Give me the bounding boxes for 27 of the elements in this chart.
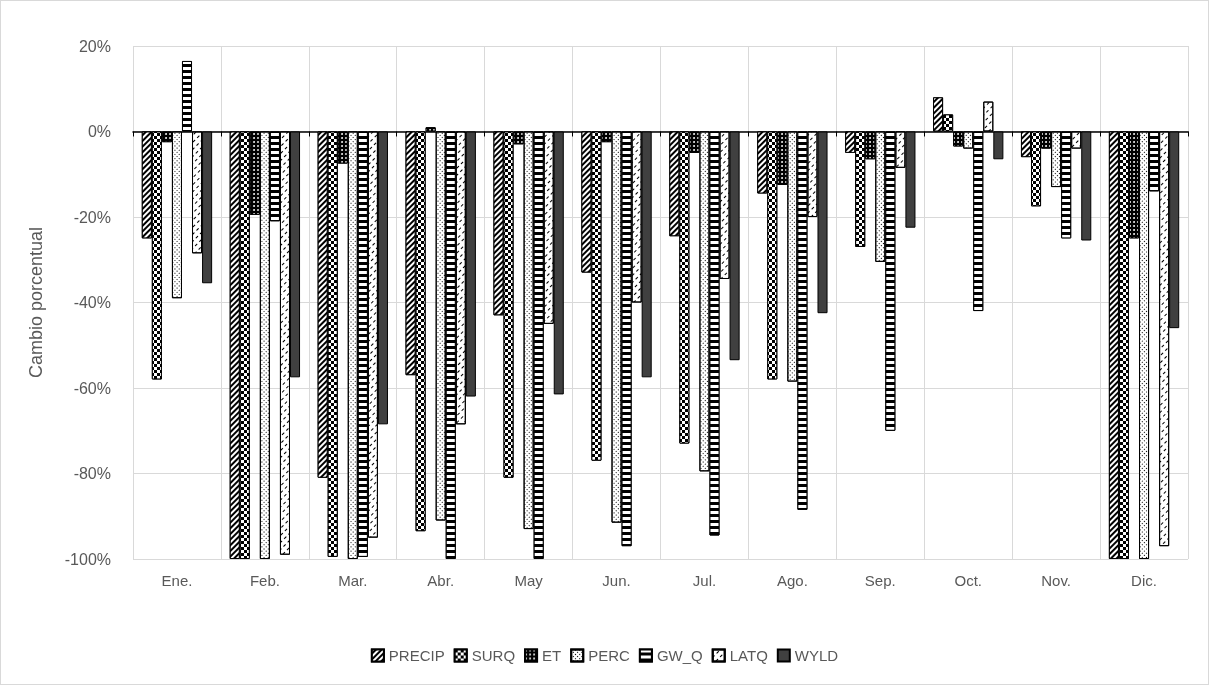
y-tick-label: -60% xyxy=(73,379,111,397)
legend-label: PERC xyxy=(588,647,631,664)
legend-label: PRECIP xyxy=(388,647,445,664)
x-tick-label: Dic. xyxy=(1131,572,1157,589)
y-tick-label: 20% xyxy=(78,37,111,55)
x-tick-label: Mar. xyxy=(338,572,368,589)
x-tick-label: Sep. xyxy=(864,572,896,589)
x-tick-label: Feb. xyxy=(249,572,280,589)
x-tick-label: Jun. xyxy=(602,572,631,589)
legend-label: ET xyxy=(542,647,562,664)
x-tick-label: May xyxy=(514,572,544,589)
y-tick-label: -100% xyxy=(64,550,111,568)
y-tick-label: -40% xyxy=(73,294,111,311)
y-axis-title: Cambio porcentual xyxy=(26,226,46,379)
legend-label: SURQ xyxy=(471,647,516,664)
x-tick-label: Abr. xyxy=(427,572,455,589)
x-tick-label: Ago. xyxy=(776,572,808,589)
y-tick-label: -80% xyxy=(73,465,111,482)
legend-label: GW_Q xyxy=(656,647,703,664)
y-tick-label: 0% xyxy=(87,123,111,140)
legend-label: LATQ xyxy=(729,647,768,664)
legend-label: WYLD xyxy=(794,647,839,664)
x-tick-label: Ene. xyxy=(161,572,193,589)
x-tick-label: Nov. xyxy=(1041,572,1071,589)
x-tick-label: Jul. xyxy=(692,572,717,589)
x-tick-label: Oct. xyxy=(954,572,982,589)
y-tick-label: -20% xyxy=(73,208,111,226)
